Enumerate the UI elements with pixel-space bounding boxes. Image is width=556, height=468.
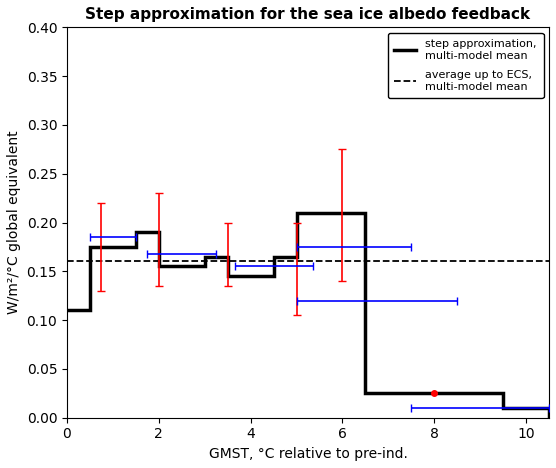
Legend: step approximation,
multi-model mean, average up to ECS,
multi-model mean: step approximation, multi-model mean, av… — [388, 33, 544, 98]
Title: Step approximation for the sea ice albedo feedback: Step approximation for the sea ice albed… — [86, 7, 530, 22]
Y-axis label: W/m²/°C global equivalent: W/m²/°C global equivalent — [7, 131, 21, 314]
X-axis label: GMST, °C relative to pre-ind.: GMST, °C relative to pre-ind. — [208, 447, 408, 461]
